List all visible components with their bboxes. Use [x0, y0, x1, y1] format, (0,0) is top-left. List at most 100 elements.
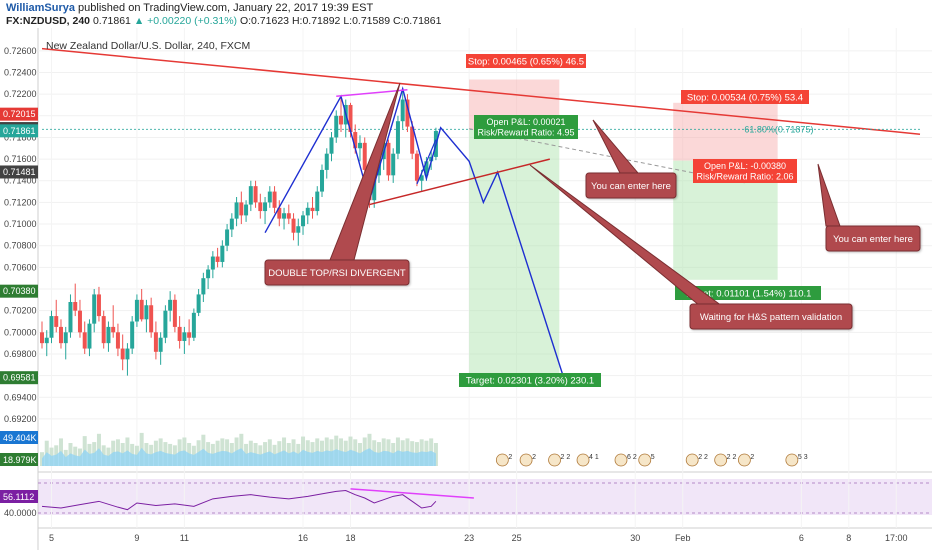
candle-body — [196, 294, 201, 313]
candle-body — [239, 202, 244, 216]
candle-body — [362, 142, 367, 170]
callout-double-top[interactable]: DOUBLE TOP/RSI DIVERGENT — [264, 82, 410, 286]
short2-target-label[interactable]: Target: 0.01101 (1.54%) 110.1 — [675, 286, 821, 300]
event-count: 2 2 — [561, 454, 571, 461]
close-value: C:0.71861 — [392, 15, 442, 27]
projected-path — [264, 86, 565, 380]
trend-line — [41, 47, 921, 135]
candle-body — [253, 186, 258, 203]
publish-info: published on TradingView.com, January 22… — [78, 2, 374, 14]
candle-body — [172, 299, 177, 327]
candle-body — [410, 126, 415, 154]
candle-body — [386, 142, 391, 176]
candle-body — [277, 207, 282, 219]
candle-body — [187, 332, 192, 338]
y-tick-label: 0.70200 — [4, 306, 37, 316]
candle-body — [320, 169, 325, 192]
short2-stop-label[interactable]: Stop: 0.00534 (0.75%) 53.4 — [681, 90, 809, 104]
short1-target-label[interactable]: Target: 0.02301 (3.20%) 230.1 — [459, 373, 601, 387]
candle-body — [163, 310, 168, 338]
candle-body — [348, 104, 353, 133]
y-tick-label: 0.72200 — [4, 89, 37, 99]
candle-body — [125, 348, 130, 360]
short1-stop-text: Stop: 0.00465 (0.65%) 46.5 — [468, 57, 584, 68]
price-marker-text: 0.69581 — [3, 373, 36, 383]
candle-body — [286, 213, 291, 219]
candle-body — [225, 229, 230, 246]
rsi-line — [41, 489, 437, 511]
x-tick-label: 6 — [799, 533, 804, 543]
candle-body — [272, 191, 277, 208]
price-change: ▲ +0.00220 (+0.31%) — [133, 15, 238, 27]
x-tick-label: 23 — [464, 533, 474, 543]
candle-body — [229, 218, 234, 230]
author-name[interactable]: WilliamSurya — [6, 2, 75, 14]
callout-enter-1[interactable]: You can enter here — [585, 119, 677, 199]
y-tick-label: 0.70800 — [4, 241, 37, 251]
candle-body — [115, 332, 120, 349]
price-marker — [0, 165, 38, 179]
rsi-value-label: 56.1112 — [0, 490, 38, 503]
volume-label-1-text: 49.404K — [3, 433, 37, 443]
candle-body — [82, 332, 87, 349]
callout-hs[interactable]: Waiting for H&S pattern validation — [529, 164, 853, 330]
price-marker — [0, 124, 38, 138]
short1-target-zone[interactable] — [469, 129, 560, 379]
price-marker-text: 0.71481 — [3, 167, 36, 177]
candle-body — [44, 337, 49, 344]
candle-body — [282, 213, 287, 219]
candle-body — [96, 294, 101, 317]
candle-body — [153, 332, 158, 352]
event-flag-icon[interactable] — [638, 453, 652, 467]
candle-body — [305, 207, 310, 216]
y-tick-label: 0.69800 — [4, 349, 37, 359]
candle-body — [414, 153, 419, 181]
candle-body — [158, 337, 163, 352]
candle-body — [329, 137, 334, 154]
event-count: 2 2 — [698, 454, 708, 461]
candle-body — [77, 310, 82, 333]
event-flag-icon[interactable] — [495, 453, 509, 467]
event-flag-icon[interactable] — [785, 453, 799, 467]
y-tick-label: 0.71600 — [4, 154, 37, 164]
callout-enter-2[interactable]: You can enter here — [817, 163, 921, 252]
rsi-divergence-line — [350, 488, 474, 499]
event-flag-icon[interactable] — [738, 453, 751, 467]
rsi-tick-label: 40.0000 — [4, 508, 37, 518]
ohlc-line: FX:NZDUSD, 240 0.71861 ▲ +0.00220 (+0.31… — [6, 15, 441, 27]
y-tick-label: 0.71400 — [4, 176, 37, 186]
candle-body — [68, 302, 73, 333]
candle-body — [130, 321, 135, 349]
short1-stop-label[interactable]: Stop: 0.00465 (0.65%) 46.5 — [466, 54, 586, 68]
open-value: O:0.71623 — [239, 15, 290, 27]
shoulder-line — [416, 139, 437, 185]
volume-label-2: 18.979K — [0, 453, 38, 466]
chart-title: New Zealand Dollar/U.S. Dollar, 240, FXC… — [46, 40, 250, 52]
event-count: 2 — [750, 454, 754, 461]
event-flag-icon[interactable] — [614, 453, 628, 467]
candle-body — [106, 326, 111, 344]
x-tick-label: 5 — [49, 533, 54, 543]
event-flag-icon[interactable] — [519, 453, 533, 467]
candle-body — [215, 256, 220, 262]
short1-pnl-label[interactable]: Open P&L: 0.00021 Risk/Reward Ratio: 4.9… — [474, 115, 578, 139]
event-flag-icon[interactable] — [714, 453, 728, 467]
y-tick-label: 0.72400 — [4, 67, 37, 77]
event-count: 2 2 — [727, 454, 737, 461]
last-price: 0.71861 — [92, 15, 131, 27]
short2-pnl-label[interactable]: Open P&L: -0.00380 Risk/Reward Ratio: 2.… — [693, 159, 797, 183]
event-flag-icon[interactable] — [548, 453, 561, 467]
price-marker-text: 0.71861 — [3, 126, 36, 136]
x-tick-label: 25 — [512, 533, 522, 543]
x-tick-label: 16 — [298, 533, 308, 543]
event-flag-icon[interactable] — [576, 453, 590, 467]
event-count: 4 1 — [589, 454, 599, 461]
event-flag-icon[interactable] — [685, 453, 699, 467]
callout-double-top-text: DOUBLE TOP/RSI DIVERGENT — [268, 268, 406, 279]
symbol-label: FX:NZDUSD, 240 — [6, 15, 91, 27]
candle-body — [54, 316, 59, 327]
candle-body — [424, 161, 429, 176]
y-tick-label: 0.72600 — [4, 46, 37, 56]
candle-body — [301, 215, 306, 227]
